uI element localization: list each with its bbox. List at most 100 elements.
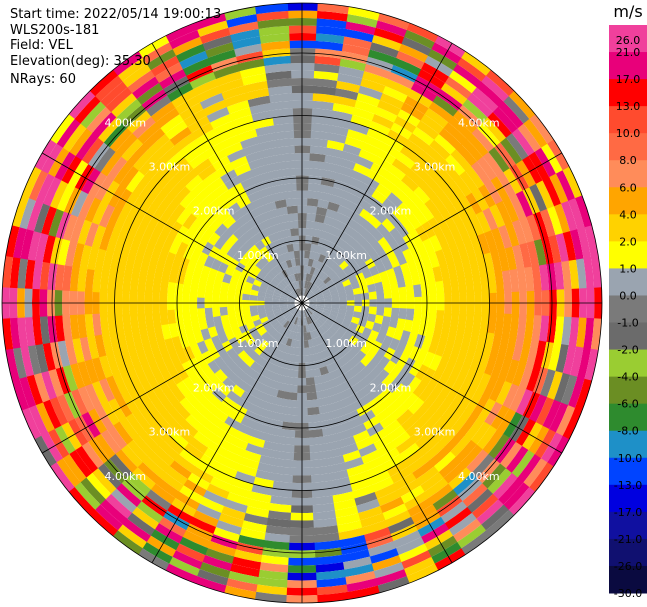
- velocity-gate: [373, 483, 398, 500]
- velocity-gate: [395, 251, 408, 266]
- velocity-gate: [312, 85, 338, 96]
- velocity-gate: [270, 329, 279, 338]
- velocity-gate: [307, 414, 321, 423]
- colorbar-tick-label: 13.0: [616, 100, 641, 113]
- velocity-gate: [555, 344, 569, 375]
- velocity-gate: [60, 420, 82, 451]
- velocity-gate: [88, 141, 111, 169]
- velocity-gate: [140, 494, 168, 517]
- velocity-gate: [533, 428, 556, 460]
- velocity-gate: [359, 312, 369, 321]
- velocity-gate: [289, 62, 316, 71]
- velocity-gate: [276, 206, 289, 217]
- velocity-gate: [374, 314, 384, 325]
- velocity-gate: [336, 327, 347, 337]
- velocity-gate: [226, 570, 259, 585]
- velocity-gate: [242, 287, 252, 295]
- velocity-gate: [266, 313, 276, 321]
- velocity-gate: [264, 525, 291, 536]
- velocity-gate: [437, 456, 462, 479]
- velocity-gate: [174, 424, 194, 443]
- velocity-gate: [362, 527, 391, 543]
- velocity-gate: [285, 337, 293, 347]
- velocity-gate: [355, 436, 374, 451]
- velocity-gate: [248, 157, 266, 170]
- velocity-gate: [111, 529, 143, 555]
- velocity-gate: [245, 88, 271, 101]
- velocity-gate: [367, 49, 398, 66]
- velocity-gate: [391, 158, 412, 176]
- velocity-gate: [153, 139, 176, 160]
- velocity-gate: [442, 310, 452, 328]
- velocity-gate: [502, 197, 520, 224]
- velocity-gate: [328, 225, 340, 237]
- colorbar-tick-label: 6.0: [619, 181, 637, 194]
- velocity-gate: [345, 310, 354, 317]
- velocity-gate: [310, 473, 331, 483]
- velocity-gate: [293, 250, 300, 259]
- velocity-gate: [33, 434, 57, 467]
- velocity-gate: [428, 416, 448, 437]
- velocity-gate: [405, 168, 425, 187]
- velocity-gate: [80, 410, 101, 438]
- velocity-gate: [436, 89, 464, 112]
- velocity-gate: [341, 403, 357, 416]
- velocity-gate: [141, 541, 173, 564]
- velocity-gate: [204, 287, 214, 299]
- velocity-gate: [249, 305, 258, 312]
- velocity-gate: [206, 106, 231, 123]
- velocity-gate: [217, 512, 244, 528]
- velocity-gate: [260, 447, 279, 459]
- velocity-gate: [342, 563, 374, 578]
- velocity-gate: [418, 181, 437, 200]
- velocity-gate: [225, 390, 241, 404]
- velocity-gate: [244, 505, 270, 518]
- velocity-gate: [421, 351, 436, 369]
- velocity-gate: [257, 327, 268, 337]
- velocity-gate: [387, 425, 406, 442]
- velocity-gate: [430, 542, 462, 565]
- velocity-gate: [130, 506, 160, 530]
- velocity-gate: [207, 440, 228, 457]
- velocity-gate: [320, 324, 329, 333]
- velocity-gate: [175, 224, 190, 242]
- velocity-gate: [213, 63, 242, 79]
- velocity-gate: [413, 186, 431, 205]
- velocity-gate: [147, 227, 163, 247]
- velocity-gate: [126, 511, 155, 536]
- velocity-gate: [390, 307, 400, 319]
- velocity-gate: [318, 326, 326, 335]
- velocity-gate: [154, 477, 180, 498]
- velocity-gate: [339, 250, 350, 261]
- velocity-gate: [215, 428, 234, 444]
- velocity-gate: [217, 209, 232, 224]
- velocity-gate: [407, 397, 425, 415]
- velocity-gate: [304, 280, 308, 289]
- velocity-gate: [554, 203, 571, 235]
- velocity-gate: [229, 436, 249, 451]
- colorbar-swatch: [609, 322, 647, 351]
- velocity-gate: [168, 322, 179, 338]
- velocity-gate: [272, 372, 283, 383]
- velocity-gate: [338, 336, 349, 346]
- velocity-gate: [529, 114, 555, 145]
- velocity-gate: [221, 85, 247, 100]
- velocity-gate: [196, 251, 209, 266]
- velocity-gate: [168, 429, 189, 449]
- velocity-gate: [56, 393, 75, 423]
- velocity-gate: [250, 309, 259, 317]
- velocity-gate: [383, 360, 397, 375]
- velocity-gate: [360, 450, 381, 465]
- velocity-gate: [176, 43, 207, 63]
- velocity-gate: [113, 232, 128, 255]
- velocity-gate: [486, 69, 516, 98]
- velocity-gate: [287, 304, 295, 309]
- velocity-gate: [322, 380, 335, 391]
- velocity-gate: [313, 221, 324, 231]
- velocity-gate: [234, 305, 243, 314]
- velocity-gate: [226, 233, 239, 247]
- velocity-gate: [444, 430, 466, 453]
- velocity-gate: [203, 447, 224, 464]
- velocity-gate: [364, 63, 392, 80]
- velocity-gate: [108, 453, 133, 479]
